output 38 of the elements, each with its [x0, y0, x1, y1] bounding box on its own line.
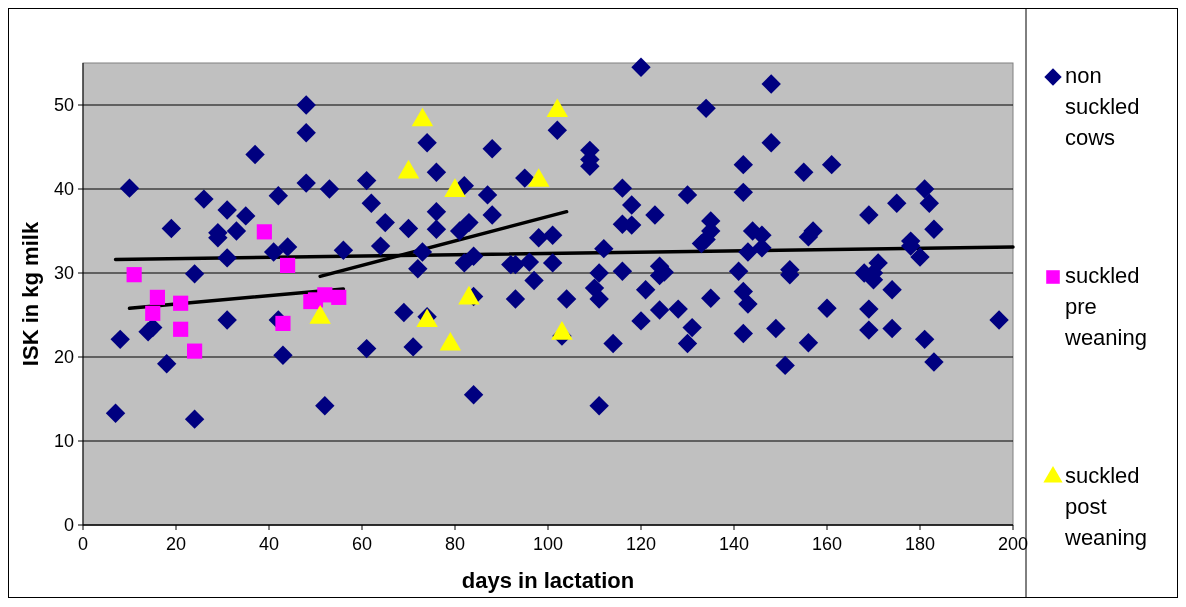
point	[173, 295, 189, 311]
point	[280, 257, 296, 274]
point	[145, 305, 161, 321]
y-axis-title: ISK in kg milk	[18, 221, 43, 367]
point	[331, 289, 347, 305]
point	[173, 321, 189, 337]
point	[275, 315, 291, 331]
x-tick-label: 40	[258, 534, 280, 554]
y-tick-label: 20	[53, 347, 74, 368]
x-tick-label: 160	[811, 534, 843, 554]
x-tick-label: 100	[532, 534, 564, 554]
point	[149, 289, 165, 305]
y-tick-label: 30	[53, 263, 74, 284]
x-axis-title: days in lactation	[461, 568, 635, 593]
point	[411, 107, 434, 127]
x-tick-label: 80	[444, 534, 466, 554]
point	[546, 98, 569, 118]
x-tick-label: 200	[997, 534, 1029, 554]
point	[187, 343, 203, 359]
x-tick-label: 140	[718, 534, 750, 554]
point	[397, 159, 420, 179]
point	[256, 224, 272, 240]
x-tick-label: 20	[165, 534, 187, 554]
y-tick-label: 40	[53, 179, 74, 200]
y-tick-label: 0	[63, 515, 74, 536]
y-tick-label: 10	[53, 431, 74, 452]
x-tick-label: 0	[77, 534, 89, 554]
x-tick-label: 180	[904, 534, 936, 554]
legend-label: suckled pre weaning	[1064, 263, 1147, 350]
legend-label: non suckled cows	[1065, 63, 1140, 150]
point	[317, 287, 333, 303]
point	[527, 168, 550, 187]
point	[444, 178, 466, 197]
point	[126, 267, 142, 283]
legend-label: suckled post weaning	[1064, 463, 1147, 550]
y-tick-label: 50	[53, 95, 74, 116]
x-tick-label: 60	[351, 534, 373, 554]
x-tick-label: 120	[625, 534, 657, 554]
